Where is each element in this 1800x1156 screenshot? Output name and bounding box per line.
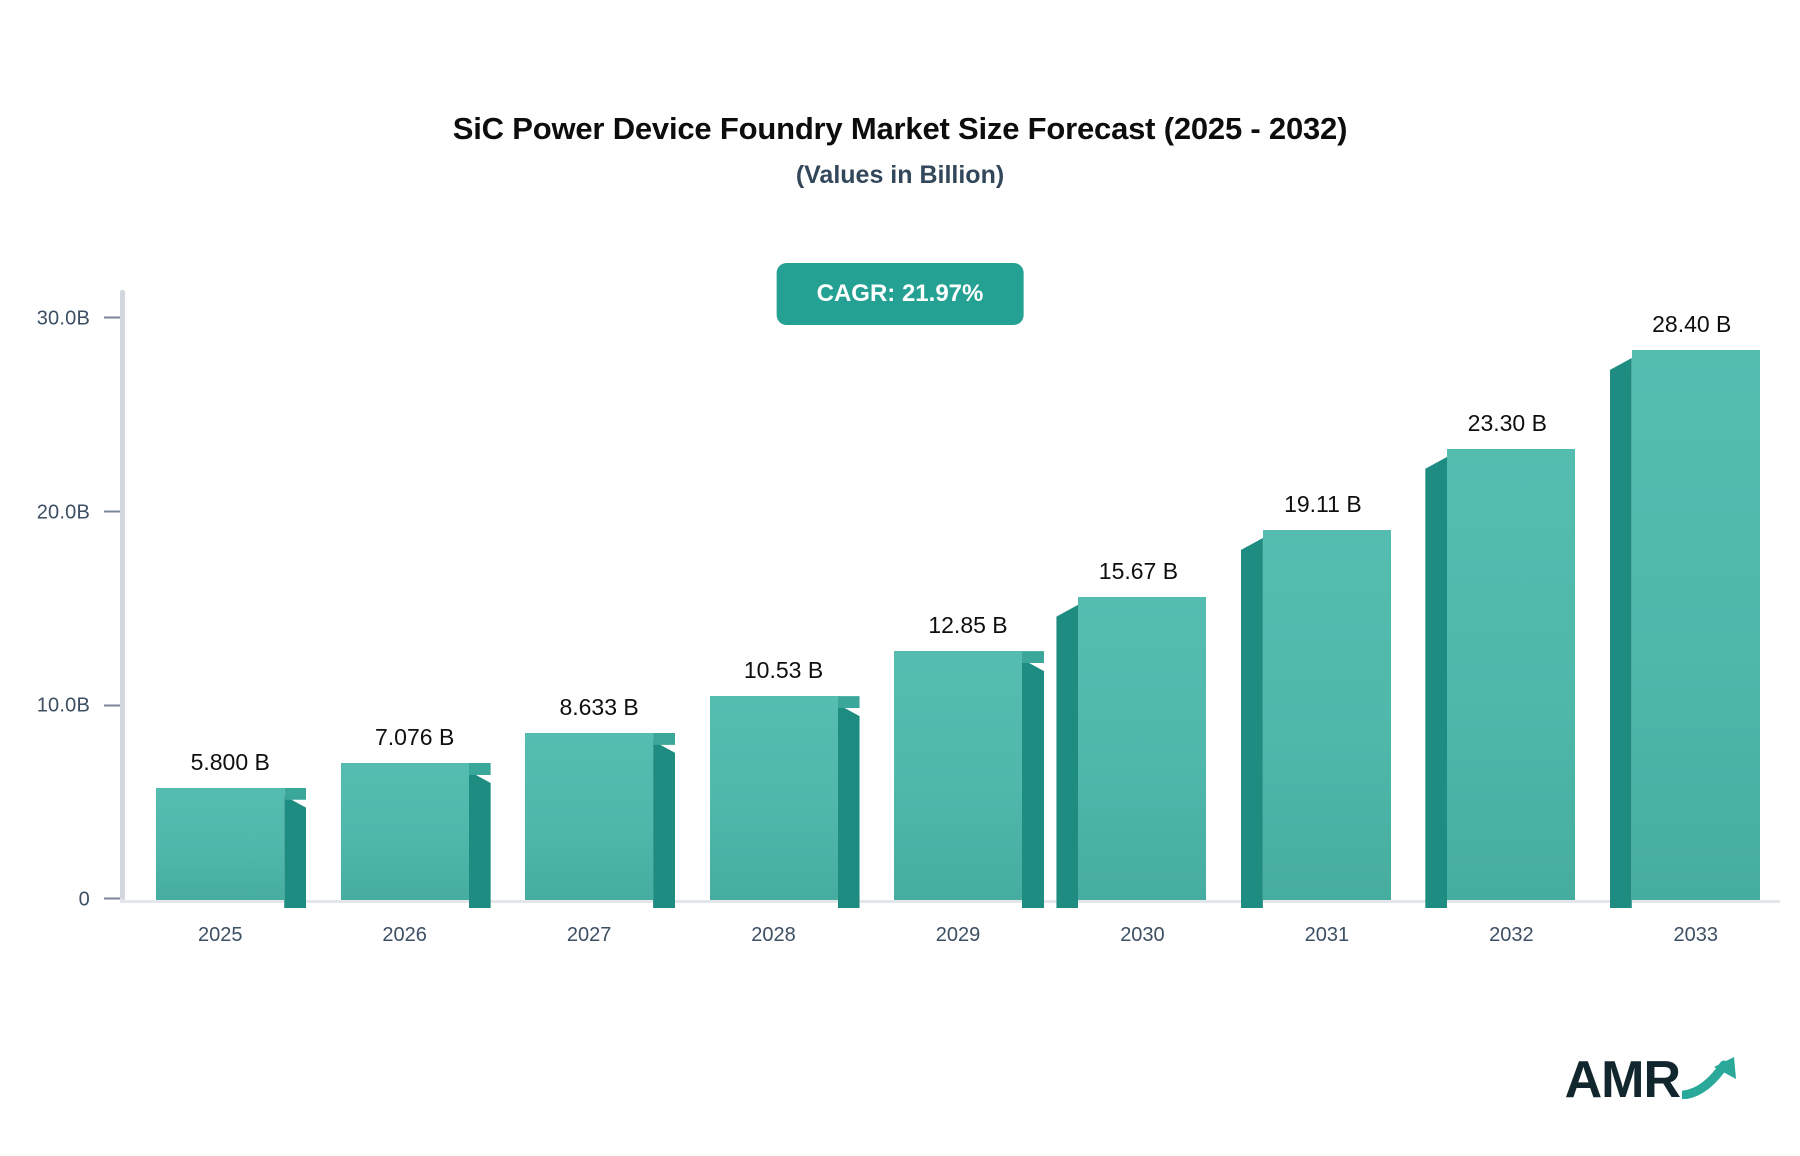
y-axis-tick: 30.0B	[37, 308, 120, 331]
bar-value-label: 5.800 B	[190, 748, 270, 775]
bars-layer: 5.800 B 7.076 B 8.633 B 10.53 B 12.85 B 15.67…	[120, 290, 1780, 908]
bar-top-face	[653, 732, 676, 745]
y-axis-tick-label: 0	[78, 888, 90, 911]
bar-side-face	[1609, 358, 1632, 908]
bar-group: 28.40 B	[1609, 290, 1760, 908]
bar-side-face	[1425, 456, 1448, 908]
page-title: SiC Power Device Foundry Market Size For…	[452, 111, 1348, 146]
x-axis-label: 2026	[382, 924, 427, 946]
bar-front-face	[525, 732, 654, 900]
bar[interactable]: 19.11 B	[1240, 491, 1391, 908]
bar-side-face	[653, 740, 676, 908]
y-axis-line	[120, 290, 125, 900]
bar-value-label: 7.076 B	[375, 723, 455, 750]
arrow-up-right-icon	[1679, 1055, 1740, 1104]
bar-value-label: 28.40 B	[1652, 311, 1732, 338]
bar-value-label: 15.67 B	[1098, 557, 1179, 584]
bar-front-face	[1631, 350, 1760, 900]
y-axis-tick-mark	[104, 897, 120, 900]
bar-front-face	[1447, 448, 1576, 900]
bar-front-face	[156, 787, 285, 900]
title-block: SiC Power Device Foundry Market Size For…	[0, 110, 1800, 190]
x-axis-label: 2032	[1489, 924, 1534, 946]
bar[interactable]: 15.67 B	[1056, 558, 1207, 908]
y-axis-tick-label: 10.0B	[36, 694, 90, 717]
amr-logo-text: AMR	[1564, 1051, 1681, 1109]
x-axis-line	[120, 900, 1780, 903]
bar-top-face	[1022, 651, 1044, 664]
plot-area: 5.800 B 7.076 B 8.633 B 10.53 B 12.85 B 15.67…	[37, 290, 1780, 946]
bar-value-label: 8.633 B	[559, 693, 639, 720]
amr-logo: AMR	[1565, 1054, 1740, 1106]
bar-front-face	[709, 696, 838, 900]
bar[interactable]: 5.800 B	[156, 749, 307, 908]
bar[interactable]: 10.53 B	[709, 657, 860, 908]
bar-top-face	[837, 696, 860, 709]
bar-top-face	[284, 787, 307, 800]
bar[interactable]: 8.633 B	[525, 694, 676, 908]
bar-front-face	[1078, 596, 1207, 900]
x-axis-label: 2033	[1673, 924, 1719, 946]
bar-group: 15.67 B	[1056, 290, 1207, 908]
y-axis-tick-label: 30.0B	[36, 307, 90, 330]
cagr-badge: CAGR: 21.97%	[776, 263, 1024, 325]
y-axis-tick-mark	[104, 704, 120, 707]
chart-subtitle: (Values in Billion)	[795, 161, 1005, 190]
bar-value-label: 12.85 B	[928, 612, 1008, 639]
x-axis-label: 2028	[751, 924, 796, 946]
bar-group: 10.53 B	[709, 290, 860, 908]
bar-side-face	[468, 770, 491, 908]
bar-value-label: 23.30 B	[1467, 409, 1547, 436]
bar-top-face	[468, 762, 491, 775]
bar-group: 7.076 B	[340, 290, 491, 908]
bar-side-face	[1056, 604, 1079, 908]
bar-value-label: 19.11 B	[1284, 490, 1362, 517]
bar-front-face	[1262, 529, 1391, 900]
bar[interactable]: 12.85 B	[894, 612, 1044, 908]
bar-side-face	[1240, 537, 1263, 908]
x-axis-label: 2030	[1120, 924, 1165, 946]
y-axis-tick: 20.0B	[37, 501, 120, 524]
y-axis-tick: 0	[79, 889, 120, 912]
y-axis-tick: 10.0B	[37, 695, 120, 718]
bar[interactable]: 28.40 B	[1609, 311, 1760, 908]
bar-group: 23.30 B	[1425, 290, 1576, 908]
bar-group: 19.11 B	[1240, 290, 1391, 908]
bar-side-face	[1022, 659, 1044, 908]
x-axis-label: 2031	[1304, 924, 1350, 946]
x-axis-label: 2025	[197, 924, 243, 946]
bar-group: 8.633 B	[525, 290, 676, 908]
bar-front-face	[340, 762, 469, 900]
bar-group: 5.800 B	[156, 290, 307, 908]
y-axis-tick-mark	[104, 316, 120, 319]
y-axis-tick-mark	[104, 510, 120, 513]
bar-front-face	[894, 651, 1022, 900]
bar-value-label: 10.53 B	[743, 657, 824, 684]
bar[interactable]: 7.076 B	[340, 724, 491, 908]
x-axis-label: 2029	[935, 924, 981, 946]
y-axis-tick-label: 20.0B	[36, 501, 90, 524]
bar-side-face	[837, 704, 860, 908]
bar[interactable]: 23.30 B	[1425, 410, 1576, 908]
bar-side-face	[284, 795, 307, 908]
x-axis-label: 2027	[566, 924, 612, 946]
bar-group: 12.85 B	[894, 290, 1044, 908]
